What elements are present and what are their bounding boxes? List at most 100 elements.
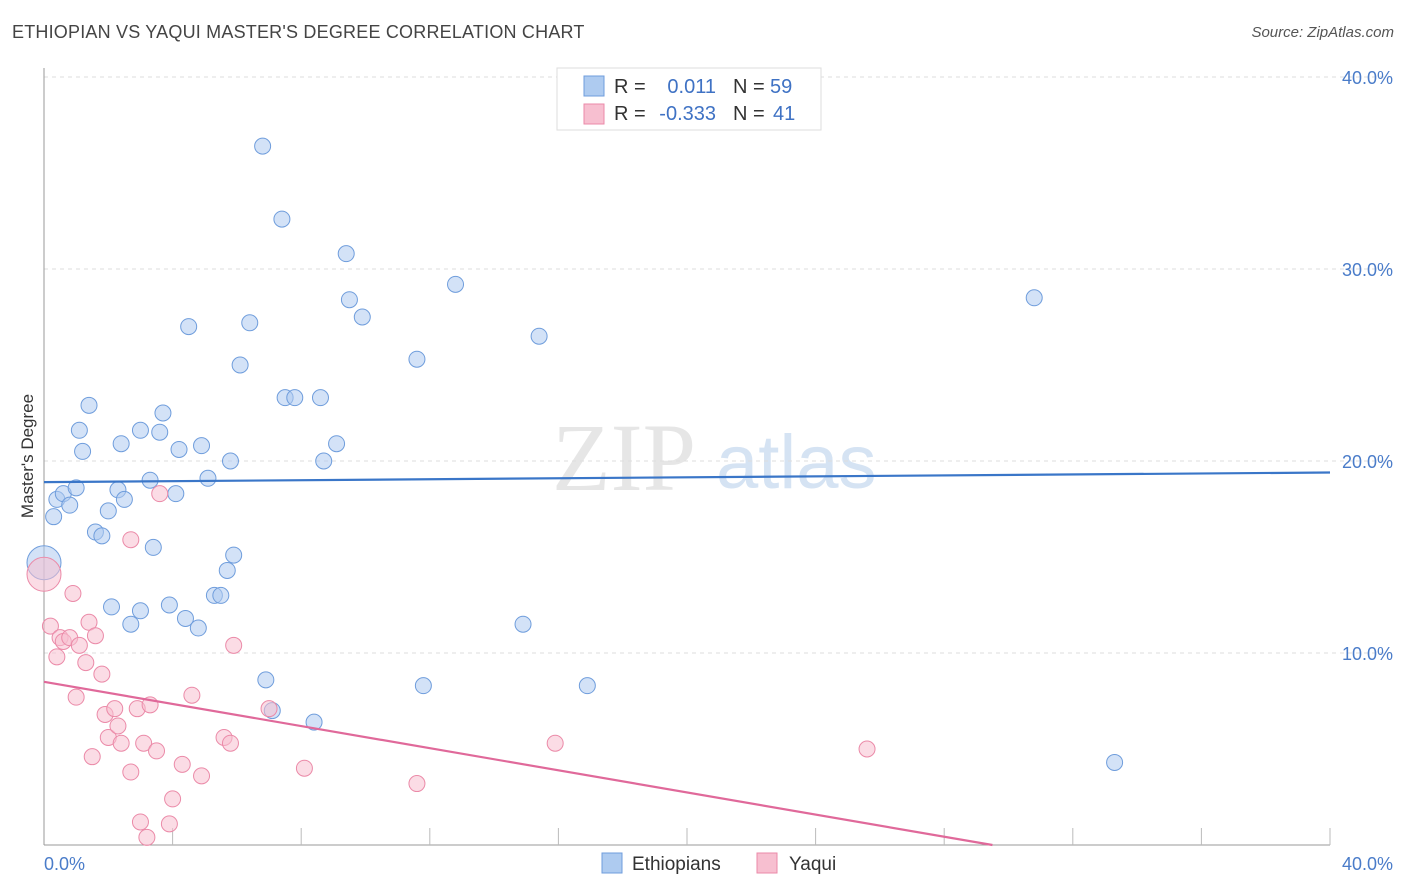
x-tick-label-min: 0.0% <box>44 854 85 874</box>
yaqui-point <box>858 740 876 758</box>
yaqui-point <box>77 654 95 672</box>
ethiopians-point <box>241 314 259 332</box>
source-label: Source: ZipAtlas.com <box>1251 24 1394 41</box>
trend-lines <box>43 471 1331 847</box>
ethiopians-point <box>103 598 121 616</box>
ethiopians-point <box>160 596 178 614</box>
yaqui-point <box>221 734 239 752</box>
yaqui-point <box>135 734 153 752</box>
ethiopians-point <box>578 677 596 695</box>
yaqui-point <box>122 531 140 549</box>
yaqui-point <box>546 734 564 752</box>
yaqui-point <box>122 763 140 781</box>
ethiopians-point <box>212 586 230 604</box>
yaqui-point <box>225 636 243 654</box>
ethiopians-trend-line <box>43 471 1331 484</box>
ethiopians-point <box>353 308 371 326</box>
legend-n-label-2: N = <box>733 103 765 125</box>
legend-r-value-1: 0.011 <box>667 76 716 98</box>
yaqui-point <box>295 759 313 777</box>
legend-n-value-2: 41 <box>773 103 795 125</box>
ethiopians-point <box>176 609 194 627</box>
ethiopians-point <box>193 437 211 455</box>
legend-n-value-1: 59 <box>770 76 792 98</box>
yaqui-point <box>148 742 166 760</box>
y-tick-label: 30.0% <box>1342 260 1393 280</box>
ethiopians-point <box>221 452 239 470</box>
ethiopians-point <box>231 356 249 374</box>
ethiopians-point <box>273 210 291 228</box>
ethiopians-point <box>61 496 79 514</box>
y-axis-label: Master's Degree <box>18 394 37 518</box>
ethiopians-point <box>144 538 162 556</box>
ethiopians-point <box>74 442 92 460</box>
yaqui-point <box>86 627 104 645</box>
ethiopians-point <box>80 396 98 414</box>
ethiopians-point <box>99 502 117 520</box>
yaqui-point <box>70 636 88 654</box>
ethiopians-point <box>315 452 333 470</box>
bottom-legend-swatch-yaqui <box>756 852 778 874</box>
ethiopians-point <box>1106 753 1124 771</box>
yaqui-point <box>138 828 156 846</box>
ethiopians-point <box>199 469 217 487</box>
yaqui-point <box>151 485 169 503</box>
series-legend: Ethiopians Yaqui <box>601 852 836 875</box>
ethiopians-point <box>530 327 548 345</box>
ethiopians-point <box>286 389 304 407</box>
yaqui-point <box>131 813 149 831</box>
ethiopians-point <box>122 615 140 633</box>
legend-r-value-2: -0.333 <box>659 103 716 125</box>
yaqui-point <box>112 734 130 752</box>
yaqui-point <box>83 748 101 766</box>
legend-swatch-yaqui <box>583 103 605 125</box>
x-tick-label-max: 40.0% <box>1342 854 1393 874</box>
ethiopians-point <box>180 318 198 336</box>
ethiopians-point <box>131 421 149 439</box>
yaqui-point <box>183 686 201 704</box>
y-tick-label: 20.0% <box>1342 452 1393 472</box>
yaqui-point <box>109 717 127 735</box>
yaqui-point <box>93 665 111 683</box>
yaqui-point <box>164 790 182 808</box>
ethiopians-point <box>257 671 275 689</box>
yaqui-point <box>48 648 66 666</box>
legend-r-label-1: R = <box>614 76 646 98</box>
ethiopians-point <box>67 479 85 497</box>
yaqui-point <box>260 700 278 718</box>
chart-title: ETHIOPIAN VS YAQUI MASTER'S DEGREE CORRE… <box>12 22 585 42</box>
ethiopians-point <box>514 615 532 633</box>
yaqui-point <box>41 617 59 635</box>
legend-r-label-2: R = <box>614 103 646 125</box>
y-tick-label: 10.0% <box>1342 644 1393 664</box>
bottom-legend-ethiopians: Ethiopians <box>632 854 721 875</box>
watermark-zip: ZIP <box>552 404 696 511</box>
yaqui-point <box>193 767 211 785</box>
ethiopians-point <box>328 435 346 453</box>
ethiopians-point <box>414 677 432 695</box>
ethiopians-points <box>26 137 1124 771</box>
ethiopians-point <box>112 435 130 453</box>
ethiopians-point <box>408 350 426 368</box>
yaqui-point <box>67 688 85 706</box>
y-tick-label: 40.0% <box>1342 68 1393 88</box>
ethiopians-point <box>189 619 207 637</box>
ethiopians-point <box>151 423 169 441</box>
watermark-atlas: atlas <box>716 420 877 505</box>
ethiopians-point <box>337 245 355 263</box>
ethiopians-point <box>131 602 149 620</box>
ethiopians-point <box>45 508 63 526</box>
ethiopians-point <box>447 275 465 293</box>
ethiopians-point <box>218 561 236 579</box>
ethiopians-point <box>115 490 133 508</box>
yaqui-points <box>26 485 876 846</box>
legend-swatch-ethiopians <box>583 75 605 97</box>
y-tick-labels: 10.0% 20.0% 30.0% 40.0% <box>1342 68 1393 664</box>
bottom-legend-swatch-ethiopians <box>601 852 623 874</box>
correlation-legend: R = 0.011 N = 59 R = -0.333 N = 41 <box>556 67 822 131</box>
ethiopians-point <box>154 404 172 422</box>
yaqui-point <box>64 584 82 602</box>
ethiopians-point <box>311 389 329 407</box>
yaqui-point <box>408 775 426 793</box>
